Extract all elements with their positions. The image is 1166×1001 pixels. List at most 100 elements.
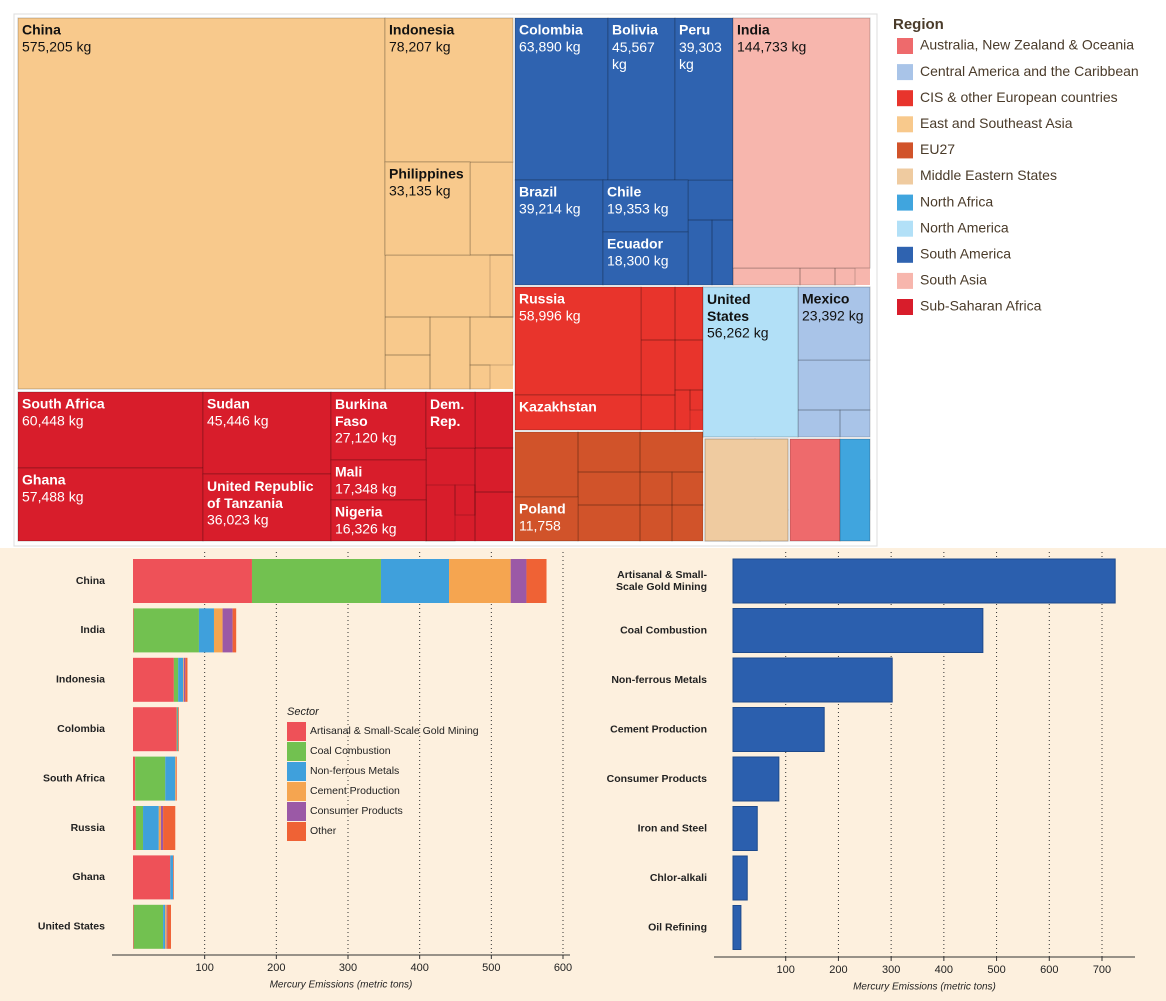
y-tick-label: Cement Production [610,723,707,735]
cell-label: Russia [519,291,565,307]
x-tick-label: 700 [1093,964,1111,976]
bar-segment [177,707,179,752]
bar [732,558,1116,604]
y-tick-label: South Africa [43,772,105,784]
cell-value: 144,733 kg [737,39,806,55]
bar-segment [133,657,174,702]
cell-label: Mali [335,464,362,480]
treemap-cell [202,473,332,542]
cell-value: 18,300 kg [607,253,669,269]
cell-outline [489,254,514,318]
bar-segment [251,559,381,603]
legend-swatch [897,299,913,315]
cell-outline [639,431,704,473]
cell-value: 575,205 kg [22,39,91,55]
cell-value: 19,353 kg [607,201,669,217]
bar-segment [222,608,233,653]
bar-segment [526,559,547,603]
cell-value: 16,326 kg [335,521,397,537]
cell-value: 60,448 kg [22,413,84,429]
bar-segment [165,904,167,949]
cell-outline [671,504,704,542]
cell-value: 33,135 kg [389,183,451,199]
cell-label: Colombia [519,22,583,38]
legend-swatch [897,246,913,263]
bar-segment [198,608,214,653]
cell-label: Ecuador [607,236,664,252]
bar-segment [133,855,171,900]
y-tick-label: Consumer Products [607,773,708,785]
bar-segment [213,608,223,653]
cell-value: 45,567 kg [612,39,655,72]
bar-segment [133,608,199,653]
legend-title: Region [893,16,944,33]
cell-label: Nigeria [335,504,383,520]
bar-segment [380,559,450,603]
cell-outline [839,409,871,438]
bar-segment [173,855,174,900]
legend-label: Sub-Saharan Africa [920,298,1042,314]
legend-swatch [287,742,306,761]
cell-label: Bolivia [612,22,658,38]
legend-label: Non-ferrous Metals [310,765,399,777]
bar [732,608,984,653]
cell-value: 63,890 kg [519,39,581,55]
bar-segment [175,756,176,801]
cell-outline [639,471,673,506]
treemap-cell [732,17,871,269]
cell-label: Peru [679,22,710,38]
legend-swatch [897,116,913,133]
legend-label: South Asia [920,272,987,288]
y-tick-label: China [76,575,105,587]
legend-swatch [287,722,306,741]
x-axis-label: Mercury Emissions (metric tons) [270,980,413,991]
cell-outline [474,447,514,493]
legend-swatch [897,64,913,81]
treemap-cell [789,438,841,542]
x-tick-label: 600 [1040,964,1058,976]
x-tick-label: 400 [935,964,953,976]
treemap-frame [13,13,878,547]
bar-segment [170,855,174,900]
cell-outline [674,389,691,431]
bar-segment [133,806,136,850]
treemap-cell [384,161,471,256]
cell-outline [671,471,704,506]
y-tick-label: Indonesia [56,674,105,686]
legend-swatch [897,38,913,54]
y-tick-label: Colombia [57,723,105,735]
treemap-cell [425,391,476,449]
legend-label: Coal Combustion [310,745,391,757]
cell-value: 36,023 kg [207,512,269,528]
treemap-cell [602,179,689,233]
bar-segment [160,806,164,850]
bar-segment [133,707,177,752]
treemap-cell [17,391,204,469]
y-tick-label: Artisanal & Small-Scale Gold Mining [616,569,708,593]
cell-label: Mexico [802,291,849,307]
cell-outline [469,316,514,366]
treemap-cell [514,179,604,286]
bar-segment [449,559,511,603]
legend-label: Artisanal & Small-Scale Gold Mining [310,725,479,737]
legend-swatch [287,762,306,781]
cell-label: Philippines [389,166,464,182]
cell-value: 23,392 kg [802,308,864,324]
x-tick-label: 500 [987,964,1005,976]
bar-segment [176,707,178,752]
cell-outline [454,484,476,516]
bar [732,806,758,851]
legend-label: South America [920,246,1011,262]
y-tick-label: Iron and Steel [638,822,708,834]
legend-label: Consumer Products [310,805,403,817]
bar-segment [158,806,161,850]
legend-title: Sector [287,706,320,718]
legend-swatch [897,220,913,237]
cell-value: 39,303 kg [679,39,722,72]
cell-outline [429,316,471,390]
legend-label: EU27 [920,141,955,157]
treemap-cell [797,286,871,361]
cell-label: South Africa [22,396,105,412]
